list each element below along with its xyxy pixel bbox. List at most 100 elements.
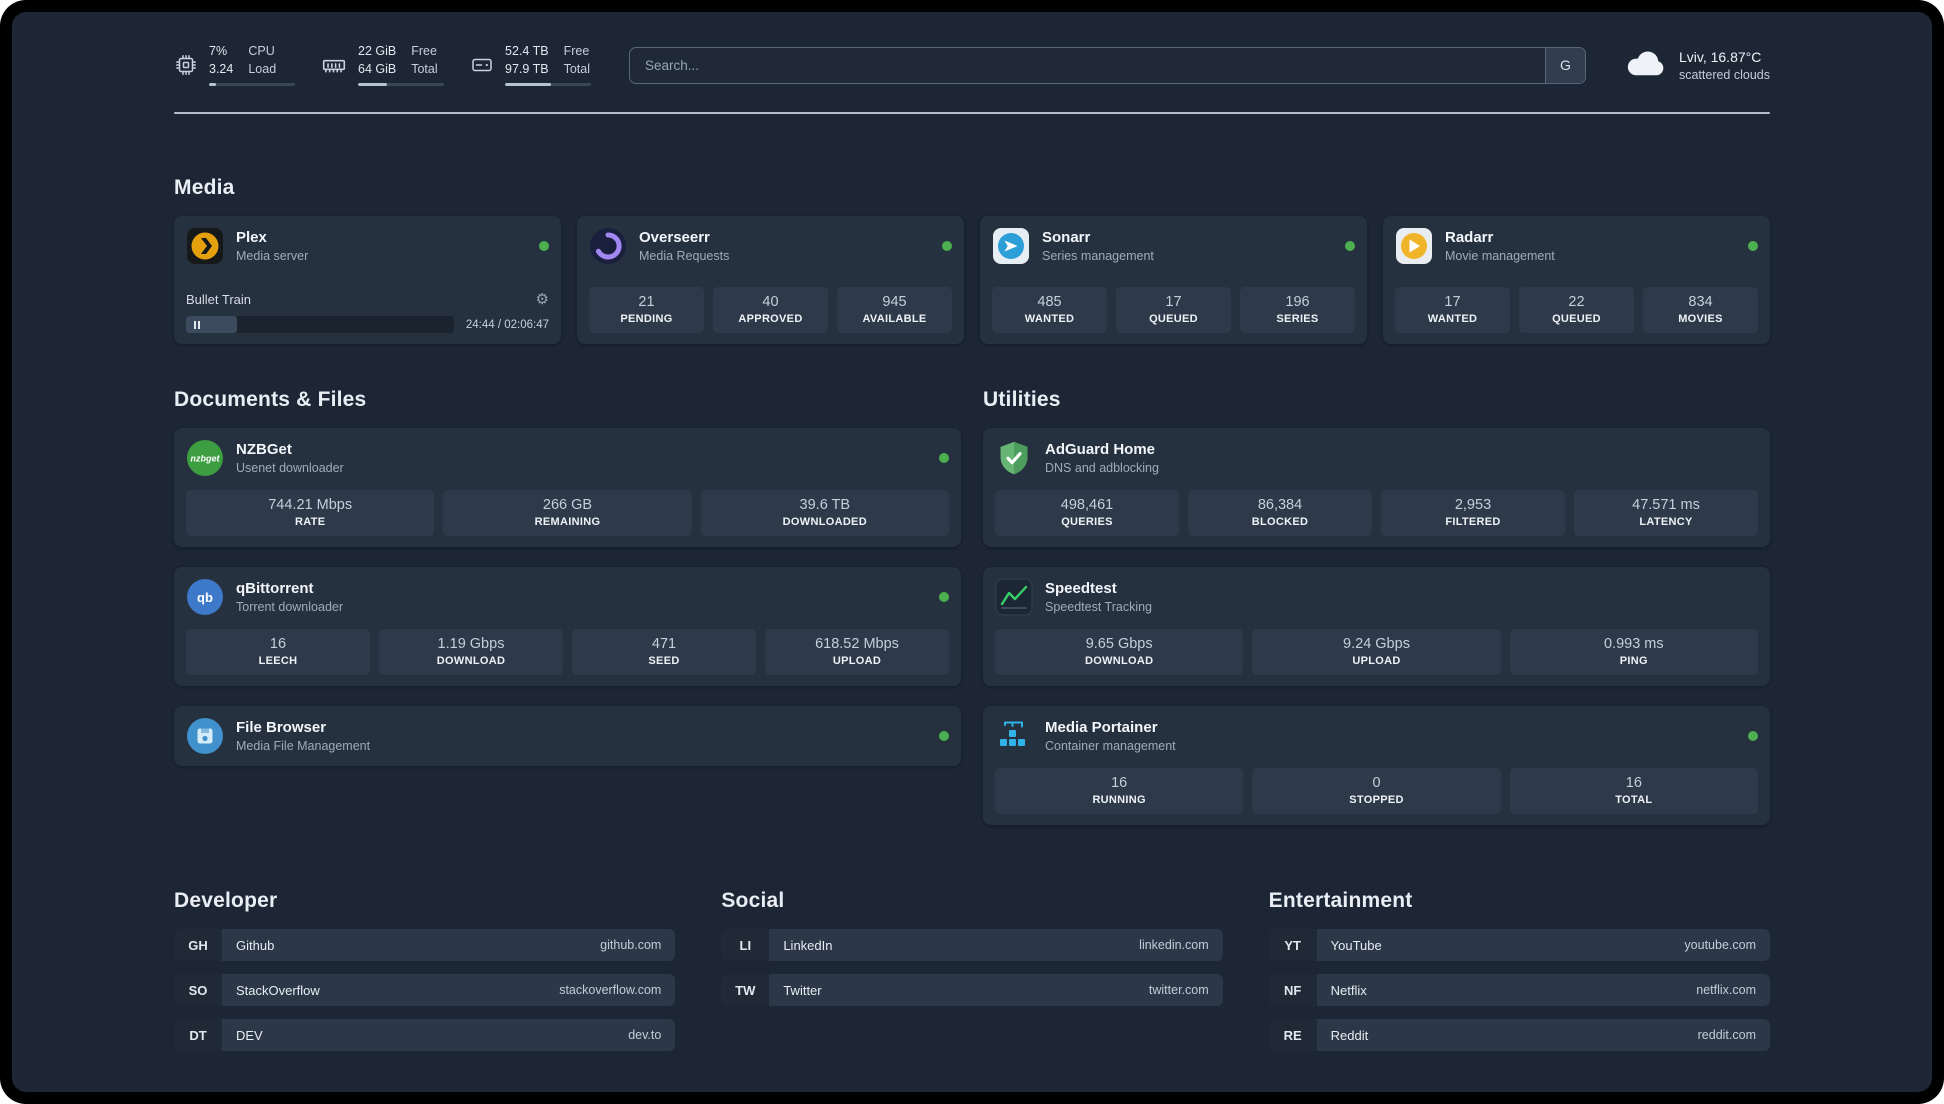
section-documents: Documents & Files nzbget NZBGet Usenet d… [174, 388, 961, 845]
now-playing-title: Bullet Train [186, 292, 252, 307]
disk-free-label: Free [563, 44, 590, 59]
search-input[interactable] [630, 47, 1545, 83]
service-card-overseerr[interactable]: Overseerr Media Requests 21 PENDING 40 A… [577, 216, 964, 344]
stat-downloaded: 39.6 TB DOWNLOADED [700, 490, 949, 536]
service-name: Radarr [1445, 229, 1494, 246]
bookmark-reddit[interactable]: RE Reddit reddit.com [1268, 1019, 1770, 1051]
pause-icon[interactable] [194, 320, 200, 329]
stat-approved: 40 APPROVED [713, 287, 828, 333]
speedtest-icon [995, 578, 1033, 616]
service-desc: Series management [1042, 249, 1154, 263]
stat-stopped: 0 STOPPED [1252, 768, 1501, 814]
sonarr-icon [992, 227, 1030, 265]
search-bar: G [629, 46, 1586, 84]
stat-wanted: 485 WANTED [992, 287, 1107, 333]
ram-widget: 22 GiB 64 GiB Free Total [321, 44, 444, 86]
bookmark-group-social: Social LI LinkedIn linkedin.com TW Twitt… [721, 889, 1223, 1064]
disk-widget: 52.4 TB 97.9 TB Free Total [470, 44, 591, 86]
cpu-widget: 7% 3.24 CPU Load [174, 44, 295, 86]
stat-latency: 47.571 ms LATENCY [1574, 490, 1758, 536]
stat-seed: 471 SEED [572, 629, 756, 675]
plex-icon [186, 227, 224, 265]
service-card-filebrowser[interactable]: File Browser Media File Management [174, 706, 961, 766]
radarr-icon [1395, 227, 1433, 265]
bookmark-group-title: Entertainment [1268, 889, 1413, 912]
stat-blocked: 86,384 BLOCKED [1188, 490, 1372, 536]
status-dot [1345, 241, 1355, 251]
service-card-speedtest[interactable]: Speedtest Speedtest Tracking 9.65 Gbps D… [983, 567, 1770, 686]
service-desc: Media server [236, 249, 309, 263]
service-card-portainer[interactable]: Media Portainer Container management 16 … [983, 706, 1770, 825]
svg-text:qb: qb [197, 590, 213, 605]
service-name: Plex [236, 229, 267, 246]
stat-upload: 618.52 Mbps UPLOAD [765, 629, 949, 675]
bookmark-twitter[interactable]: TW Twitter twitter.com [721, 974, 1223, 1006]
service-name: AdGuard Home [1045, 441, 1156, 458]
stat-wanted: 17 WANTED [1395, 287, 1510, 333]
weather-condition: scattered clouds [1678, 67, 1770, 82]
status-dot [1748, 241, 1758, 251]
stat-pending: 21 PENDING [589, 287, 704, 333]
service-card-plex[interactable]: Plex Media server Bullet Train ⚙ [174, 216, 561, 344]
status-dot [939, 592, 949, 602]
stat-filtered: 2,953 FILTERED [1381, 490, 1565, 536]
service-name: qBittorrent [236, 580, 314, 597]
cpu-icon [174, 53, 198, 77]
gear-icon[interactable]: ⚙ [535, 291, 549, 308]
stat-rate: 744.21 Mbps RATE [186, 490, 435, 536]
stat-queries: 498,461 QUERIES [995, 490, 1179, 536]
ram-free-value: 22 GiB [358, 44, 397, 59]
topbar-divider [174, 112, 1770, 114]
bookmark-group-entertainment: Entertainment YT YouTube youtube.com NF … [1268, 889, 1770, 1064]
svg-text:nzbget: nzbget [191, 454, 221, 464]
nzbget-icon: nzbget [186, 439, 224, 477]
service-name: NZBGet [236, 441, 292, 458]
stat-leech: 16 LEECH [186, 629, 370, 675]
service-name: Overseerr [639, 229, 710, 246]
bookmark-github[interactable]: GH Github github.com [174, 929, 676, 961]
bookmark-linkedin[interactable]: LI LinkedIn linkedin.com [721, 929, 1223, 961]
cpu-percent: 7% [209, 44, 228, 59]
stat-available: 945 AVAILABLE [837, 287, 952, 333]
service-card-qbittorrent[interactable]: qb qBittorrent Torrent downloader 16 LEE… [174, 567, 961, 686]
service-card-sonarr[interactable]: Sonarr Series management 485 WANTED 17 Q… [980, 216, 1367, 344]
service-card-radarr[interactable]: Radarr Movie management 17 WANTED 22 QUE… [1383, 216, 1770, 344]
bookmark-stackoverflow[interactable]: SO StackOverflow stackoverflow.com [174, 974, 676, 1006]
disk-free-value: 52.4 TB [505, 44, 549, 59]
topbar: 7% 3.24 CPU Load [174, 42, 1770, 88]
search-provider-button[interactable]: G [1544, 47, 1585, 83]
section-title-media: Media [174, 176, 235, 199]
service-desc: DNS and adblocking [1045, 461, 1159, 475]
cpu-load-value: 3.24 [209, 62, 234, 76]
service-name: Speedtest [1045, 580, 1117, 597]
service-name: Media Portainer [1045, 719, 1158, 736]
bookmark-youtube[interactable]: YT YouTube youtube.com [1268, 929, 1770, 961]
stat-download: 1.19 Gbps DOWNLOAD [379, 629, 563, 675]
ram-progress-bar [358, 82, 444, 86]
portainer-icon [995, 717, 1033, 755]
ram-total-value: 64 GiB [358, 62, 397, 76]
cpu-label: CPU [248, 44, 275, 59]
service-card-nzbget[interactable]: nzbget NZBGet Usenet downloader 744.21 M… [174, 428, 961, 547]
stat-remaining: 266 GB REMAINING [443, 490, 692, 536]
stat-running: 16 RUNNING [995, 768, 1244, 814]
service-name: File Browser [236, 719, 327, 736]
status-dot [939, 731, 949, 741]
status-dot [1748, 731, 1758, 741]
section-title-utilities: Utilities [983, 388, 1061, 411]
filebrowser-icon [186, 717, 224, 755]
bookmark-dev[interactable]: DT DEV dev.to [174, 1019, 676, 1051]
section-utilities: Utilities AdGuard Home DNS and adblockin… [983, 388, 1770, 845]
status-dot [939, 453, 949, 463]
weather-widget: Lviv, 16.87°C scattered clouds [1624, 48, 1770, 83]
section-title-documents: Documents & Files [174, 388, 367, 411]
stat-upload: 9.24 Gbps UPLOAD [1252, 629, 1501, 675]
service-card-adguard[interactable]: AdGuard Home DNS and adblocking 498,461 … [983, 428, 1770, 547]
playback-progress-bar[interactable] [186, 316, 454, 333]
ram-total-label: Total [411, 62, 438, 76]
bookmark-netflix[interactable]: NF Netflix netflix.com [1268, 974, 1770, 1006]
stat-series: 196 SERIES [1240, 287, 1355, 333]
stat-download: 9.65 Gbps DOWNLOAD [995, 629, 1244, 675]
dashboard-page: 7% 3.24 CPU Load [12, 12, 1932, 1092]
